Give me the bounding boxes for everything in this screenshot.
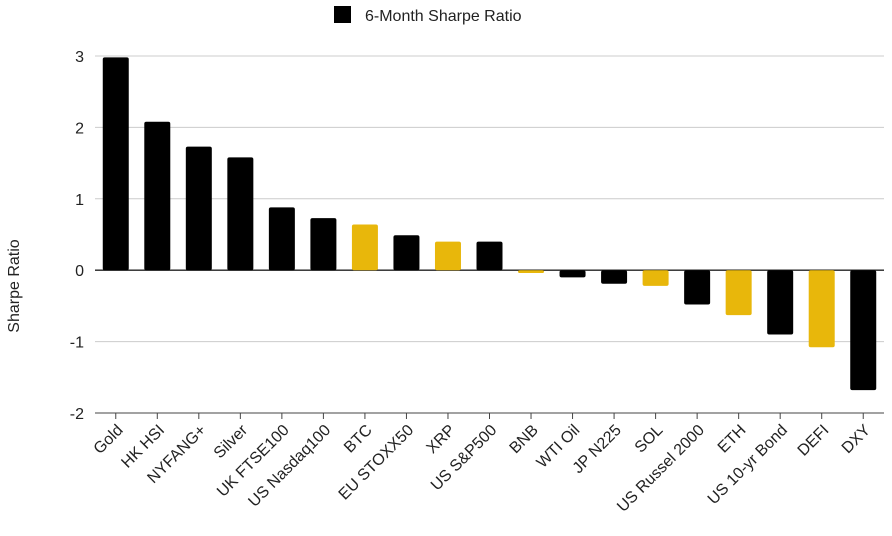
x-tick-label: DEFI: [795, 422, 833, 460]
bar-us-10-yr-bond: [767, 270, 794, 335]
y-tick-label: 3: [75, 49, 84, 66]
y-axis-ticks: 3 2 1 0 -1 -2: [70, 49, 84, 423]
bar-eu-stoxx50: [393, 235, 420, 271]
bar-jp-n225: [601, 270, 628, 284]
y-tick-label: 2: [75, 120, 84, 137]
bar-eth: [725, 270, 752, 316]
y-tick-label: -2: [70, 406, 84, 423]
x-tick-label: BNB: [507, 422, 542, 457]
gridlines: [95, 55, 884, 414]
bars: [102, 57, 877, 391]
bar-hk-hsi: [144, 121, 171, 271]
bar-silver: [227, 157, 254, 271]
bar-bnb: [518, 270, 545, 274]
legend-swatch: [334, 6, 351, 23]
x-tick-label: SOL: [632, 422, 667, 457]
x-tick-label: UK FTSE100: [214, 422, 293, 501]
x-tick-label: XRP: [424, 422, 459, 457]
x-tick-label: ETH: [715, 422, 750, 457]
bar-uk-ftse100: [268, 207, 295, 271]
bar-btc: [351, 224, 378, 271]
x-tick-label: Gold: [91, 422, 127, 458]
bar-nyfang-: [185, 146, 212, 271]
y-tick-label: 1: [75, 192, 84, 209]
y-axis-title: Sharpe Ratio: [6, 239, 23, 332]
bar-us-nasdaq100: [310, 218, 337, 271]
x-tick-label: DXY: [839, 422, 875, 458]
bar-xrp: [434, 241, 461, 271]
bar-dxy: [850, 270, 877, 391]
bar-defi: [808, 270, 835, 348]
bar-us-russel-2000: [684, 270, 711, 305]
legend: 6-Month Sharpe Ratio: [334, 6, 522, 25]
bar-wti-oil: [559, 270, 586, 278]
y-tick-label: -1: [70, 335, 84, 352]
x-tick-label: BTC: [341, 422, 376, 457]
x-tick-label: EU STOXX50: [336, 422, 418, 504]
bar-us-s-p500: [476, 241, 503, 271]
bar-sol: [642, 270, 669, 286]
y-tick-label: 0: [75, 263, 84, 280]
legend-label: 6-Month Sharpe Ratio: [365, 8, 522, 25]
bar-gold: [102, 57, 129, 271]
